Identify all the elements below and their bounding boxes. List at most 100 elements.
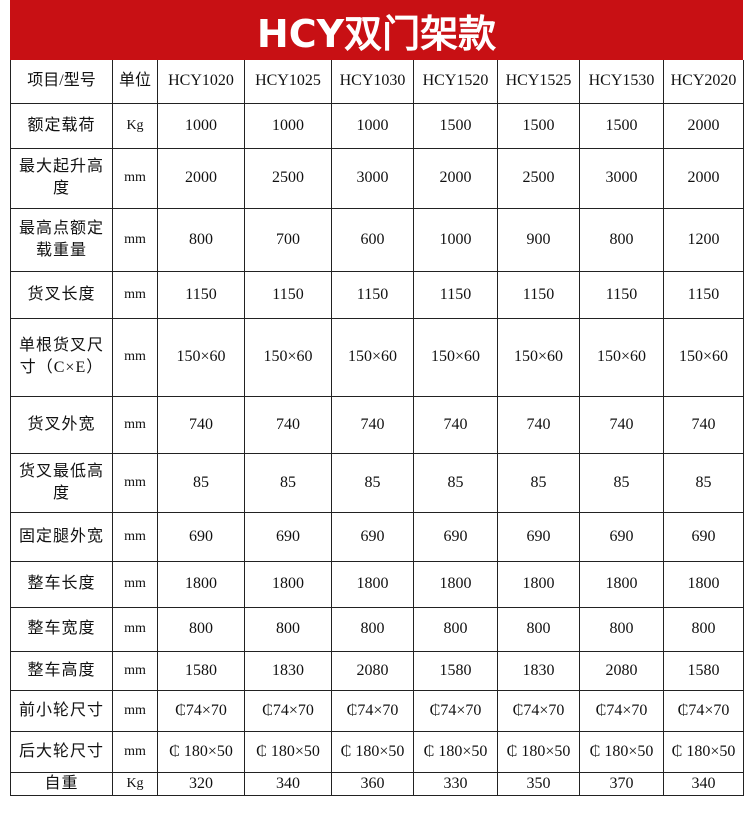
- table-cell: 1800: [579, 560, 664, 608]
- table-cell: 85: [331, 452, 414, 513]
- table-cell: 740: [497, 395, 580, 454]
- row-unit: mm: [112, 689, 158, 732]
- table-cell: 320: [157, 771, 245, 796]
- row-label: 固定腿外宽: [10, 511, 113, 562]
- table-cell: 800: [331, 606, 414, 652]
- table-cell: 800: [579, 207, 664, 272]
- table-cell: ₵74×70: [244, 689, 332, 732]
- table-cell: 2000: [663, 102, 744, 149]
- header-model: HCY1020: [157, 60, 245, 104]
- table-row: 前小轮尺寸 mm ₵74×70 ₵74×70 ₵74×70 ₵74×70 ₵74×70 ₵74…: [10, 689, 744, 732]
- table-cell: 740: [663, 395, 744, 454]
- table-cell: 1000: [331, 102, 414, 149]
- table-cell: 330: [413, 771, 498, 796]
- table-cell: ₵ 180×50: [579, 730, 664, 773]
- table-cell: 3000: [331, 147, 414, 209]
- table-cell: 1830: [497, 650, 580, 691]
- row-label: 最高点额定载重量: [10, 207, 113, 272]
- table-cell: 900: [497, 207, 580, 272]
- table-cell: 1800: [157, 560, 245, 608]
- table-cell: 800: [157, 606, 245, 652]
- row-unit: mm: [112, 511, 158, 562]
- table-row: 后大轮尺寸 mm ₵ 180×50 ₵ 180×50 ₵ 180×50 ₵ 180×50 ₵…: [10, 730, 744, 773]
- table-row: 整车宽度 mm 800 800 800 800 800 800 800: [10, 606, 744, 652]
- table-cell: 1800: [413, 560, 498, 608]
- table-row: 最高点额定载重量 mm 800 700 600 1000 900 800 1200: [10, 207, 744, 272]
- header-model: HCY1030: [331, 60, 414, 104]
- table-cell: 85: [579, 452, 664, 513]
- table-cell: 85: [413, 452, 498, 513]
- row-label: 最大起升高度: [10, 147, 113, 209]
- table-cell: 690: [331, 511, 414, 562]
- table-row: 自重 Kg 320 340 360 330 350 370 340: [10, 771, 744, 796]
- row-unit: mm: [112, 560, 158, 608]
- header-model: HCY1520: [413, 60, 498, 104]
- table-cell: 800: [663, 606, 744, 652]
- header-model: HCY1025: [244, 60, 332, 104]
- table-cell: ₵74×70: [497, 689, 580, 732]
- table-cell: 800: [579, 606, 664, 652]
- row-unit: mm: [112, 270, 158, 319]
- table-cell: 150×60: [579, 317, 664, 397]
- header-model: HCY2020: [663, 60, 744, 104]
- table-cell: 800: [157, 207, 245, 272]
- table-cell: 690: [663, 511, 744, 562]
- row-label: 整车宽度: [10, 606, 113, 652]
- table-cell: ₵74×70: [663, 689, 744, 732]
- table-cell: ₵ 180×50: [244, 730, 332, 773]
- row-unit: Kg: [112, 771, 158, 796]
- table-cell: 800: [413, 606, 498, 652]
- row-unit: mm: [112, 207, 158, 272]
- table-cell: 150×60: [244, 317, 332, 397]
- table-cell: 1580: [157, 650, 245, 691]
- table-row: 单根货叉尺寸（C×E） mm 150×60 150×60 150×60 150×60 150…: [10, 317, 744, 397]
- table-row: 货叉最低高度 mm 85 85 85 85 85 85 85: [10, 452, 744, 513]
- row-unit: mm: [112, 650, 158, 691]
- table-cell: 690: [413, 511, 498, 562]
- table-cell: 340: [244, 771, 332, 796]
- table-cell: 1500: [497, 102, 580, 149]
- table-cell: 1000: [157, 102, 245, 149]
- table-row: 整车高度 mm 1580 1830 2080 1580 1830 2080 1580: [10, 650, 744, 691]
- table-row: 额定载荷 Kg 1000 1000 1000 1500 1500 1500 2000: [10, 102, 744, 149]
- table-cell: 2500: [497, 147, 580, 209]
- table-row: 最大起升高度 mm 2000 2500 3000 2000 2500 3000 2000: [10, 147, 744, 209]
- row-unit: mm: [112, 147, 158, 209]
- row-label: 整车高度: [10, 650, 113, 691]
- table-cell: 150×60: [331, 317, 414, 397]
- table-cell: 85: [157, 452, 245, 513]
- table-cell: 2000: [157, 147, 245, 209]
- table-cell: 740: [579, 395, 664, 454]
- header-model: HCY1525: [497, 60, 580, 104]
- header-item: 项目/型号: [10, 60, 113, 104]
- header-row: 项目/型号 单位 HCY1020 HCY1025 HCY1030 HCY1520…: [10, 60, 744, 104]
- table-cell: 1800: [497, 560, 580, 608]
- table-cell: 1150: [157, 270, 245, 319]
- table-cell: 1150: [663, 270, 744, 319]
- row-label: 自重: [10, 771, 113, 796]
- table-cell: 690: [244, 511, 332, 562]
- table-cell: 1150: [413, 270, 498, 319]
- table-cell: 1800: [663, 560, 744, 608]
- table-cell: 740: [157, 395, 245, 454]
- page-title: HCY双门架款: [10, 0, 743, 60]
- table-cell: 1500: [413, 102, 498, 149]
- table-cell: 1000: [413, 207, 498, 272]
- row-label: 后大轮尺寸: [10, 730, 113, 773]
- table-cell: 1000: [244, 102, 332, 149]
- row-label: 货叉外宽: [10, 395, 113, 454]
- table-cell: 740: [413, 395, 498, 454]
- table-cell: 690: [157, 511, 245, 562]
- table-row: 货叉长度 mm 1150 1150 1150 1150 1150 1150 1150: [10, 270, 744, 319]
- row-unit: mm: [112, 395, 158, 454]
- table-cell: 2500: [244, 147, 332, 209]
- table-cell: 2000: [413, 147, 498, 209]
- table-cell: 690: [497, 511, 580, 562]
- table-cell: 85: [663, 452, 744, 513]
- row-unit: mm: [112, 317, 158, 397]
- table-cell: 1580: [413, 650, 498, 691]
- table-cell: 740: [244, 395, 332, 454]
- table-row: 固定腿外宽 mm 690 690 690 690 690 690 690: [10, 511, 744, 562]
- table-cell: 1150: [331, 270, 414, 319]
- table-cell: 85: [497, 452, 580, 513]
